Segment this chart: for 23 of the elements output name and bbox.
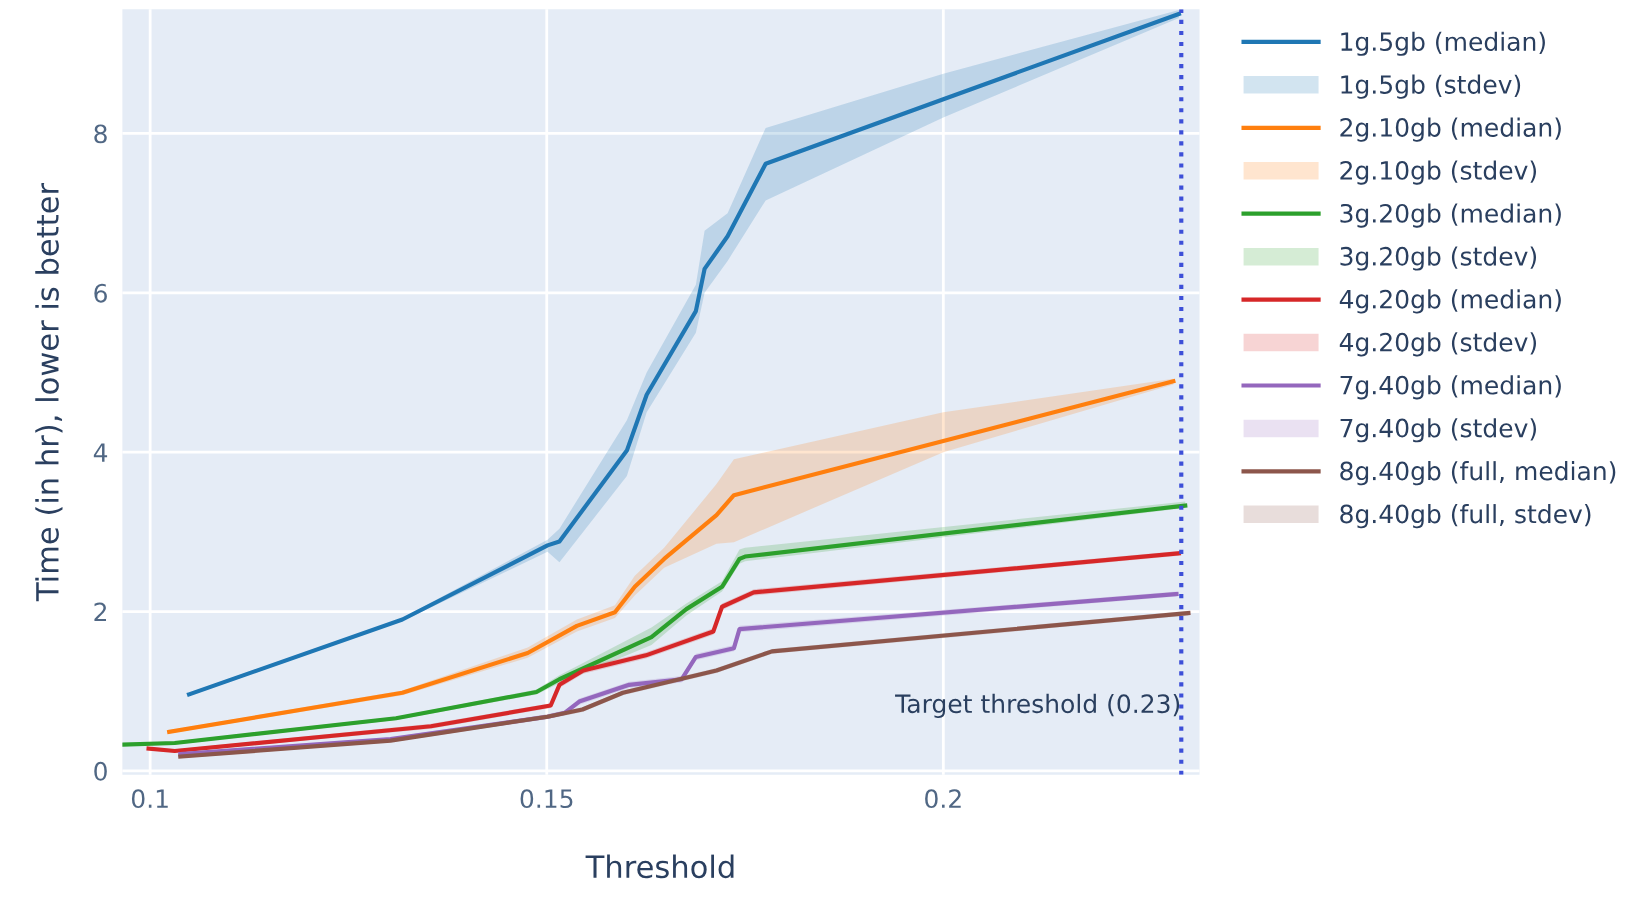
ref-line-label: Target threshold (0.23) bbox=[895, 693, 1180, 719]
y-tick-label: 8 bbox=[94, 124, 107, 144]
y-tick-label: 0 bbox=[94, 761, 107, 781]
legend-label: 8g.40gb (full, stdev) bbox=[1340, 504, 1591, 529]
legend-label: 7g.40gb (stdev) bbox=[1340, 418, 1537, 443]
x-axis-title: Threshold bbox=[585, 854, 734, 879]
legend-label: 3g.20gb (median) bbox=[1340, 203, 1561, 228]
x-tick-label: 0.1 bbox=[131, 789, 168, 809]
legend-label: 2g.10gb (median) bbox=[1340, 117, 1561, 142]
legend-label: 4g.20gb (median) bbox=[1339, 289, 1561, 314]
legend-label: 1g.5gb (stdev) bbox=[1341, 74, 1521, 99]
legend-label: 3g.20gb (stdev) bbox=[1340, 246, 1537, 271]
x-tick-label: 0.2 bbox=[925, 789, 961, 809]
y-tick-label: 2 bbox=[94, 602, 107, 622]
y-axis-title: Time (in hr), lower is better bbox=[35, 182, 63, 602]
legend-label: 1g.5gb (median) bbox=[1341, 31, 1545, 56]
legend-label: 2g.10gb (stdev) bbox=[1340, 160, 1537, 185]
y-tick-label: 4 bbox=[93, 443, 108, 462]
legend-label: 8g.40gb (full, median) bbox=[1340, 461, 1616, 486]
y-tick-label: 6 bbox=[94, 283, 107, 303]
legend-label: 7g.40gb (median) bbox=[1340, 375, 1561, 400]
x-tick-label: 0.15 bbox=[520, 789, 573, 809]
legend-label: 4g.20gb (stdev) bbox=[1339, 332, 1537, 357]
